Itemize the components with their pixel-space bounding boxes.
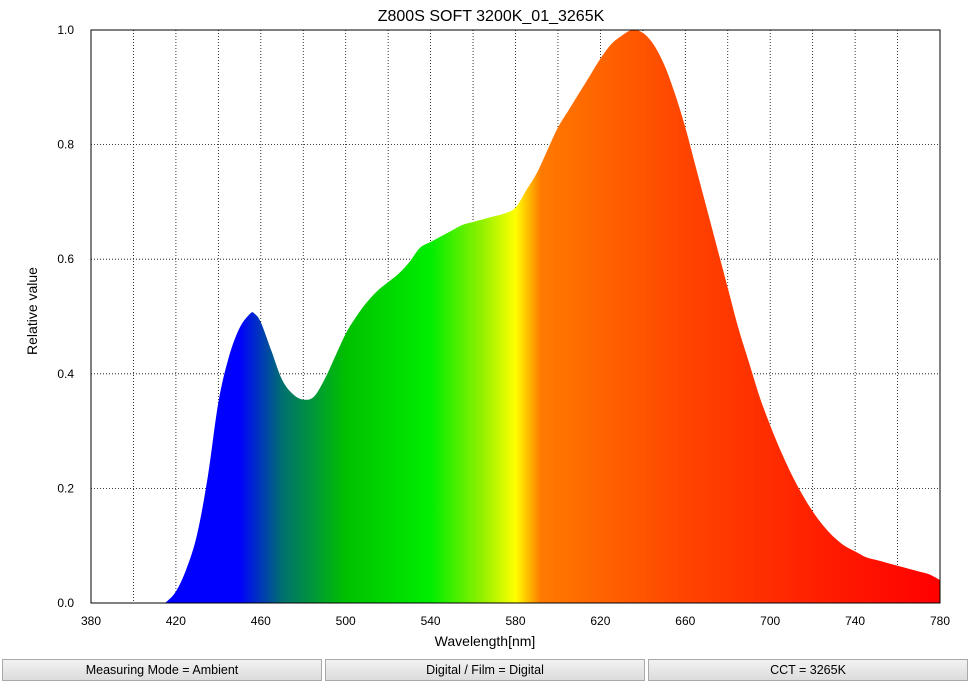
y-tick-label: 0.8 — [57, 138, 74, 152]
y-tick-label: 0.6 — [57, 252, 74, 266]
digital-film-status: Digital / Film = Digital — [325, 659, 645, 681]
spectrum-area — [165, 29, 941, 604]
spectrum-chart: 380 420 460 500 540 580 620 660 700 740 780 0.0 0.2… — [24, 8, 950, 649]
x-axis: 380 420 460 500 540 580 620 660 700 740 780 — [81, 614, 950, 628]
y-tick-label: 0.2 — [57, 481, 74, 495]
x-tick-label: 380 — [81, 614, 101, 628]
chart-title: Z800S SOFT 3200K_01_3265K — [378, 8, 605, 25]
x-axis-title: Wavelength[nm] — [435, 633, 536, 649]
x-tick-label: 500 — [336, 614, 356, 628]
cct-status: CCT = 3265K — [648, 659, 968, 681]
y-tick-label: 0.0 — [57, 596, 74, 610]
x-tick-label: 460 — [251, 614, 271, 628]
x-tick-label: 580 — [505, 614, 525, 628]
x-tick-label: 740 — [845, 614, 865, 628]
plot-frame — [90, 29, 941, 604]
y-tick-label: 1.0 — [57, 23, 74, 37]
measuring-mode-status: Measuring Mode = Ambient — [2, 659, 322, 681]
x-tick-label: 660 — [675, 614, 695, 628]
x-tick-label: 780 — [930, 614, 950, 628]
y-tick-label: 0.4 — [57, 367, 74, 381]
x-tick-label: 620 — [590, 614, 610, 628]
x-tick-label: 700 — [760, 614, 780, 628]
y-axis: 0.0 0.2 0.4 0.6 0.8 1.0 — [57, 23, 74, 610]
y-axis-title: Relative value — [24, 267, 40, 355]
status-bar: Measuring Mode = Ambient Digital / Film … — [0, 658, 970, 683]
x-tick-label: 540 — [421, 614, 441, 628]
x-tick-label: 420 — [166, 614, 186, 628]
